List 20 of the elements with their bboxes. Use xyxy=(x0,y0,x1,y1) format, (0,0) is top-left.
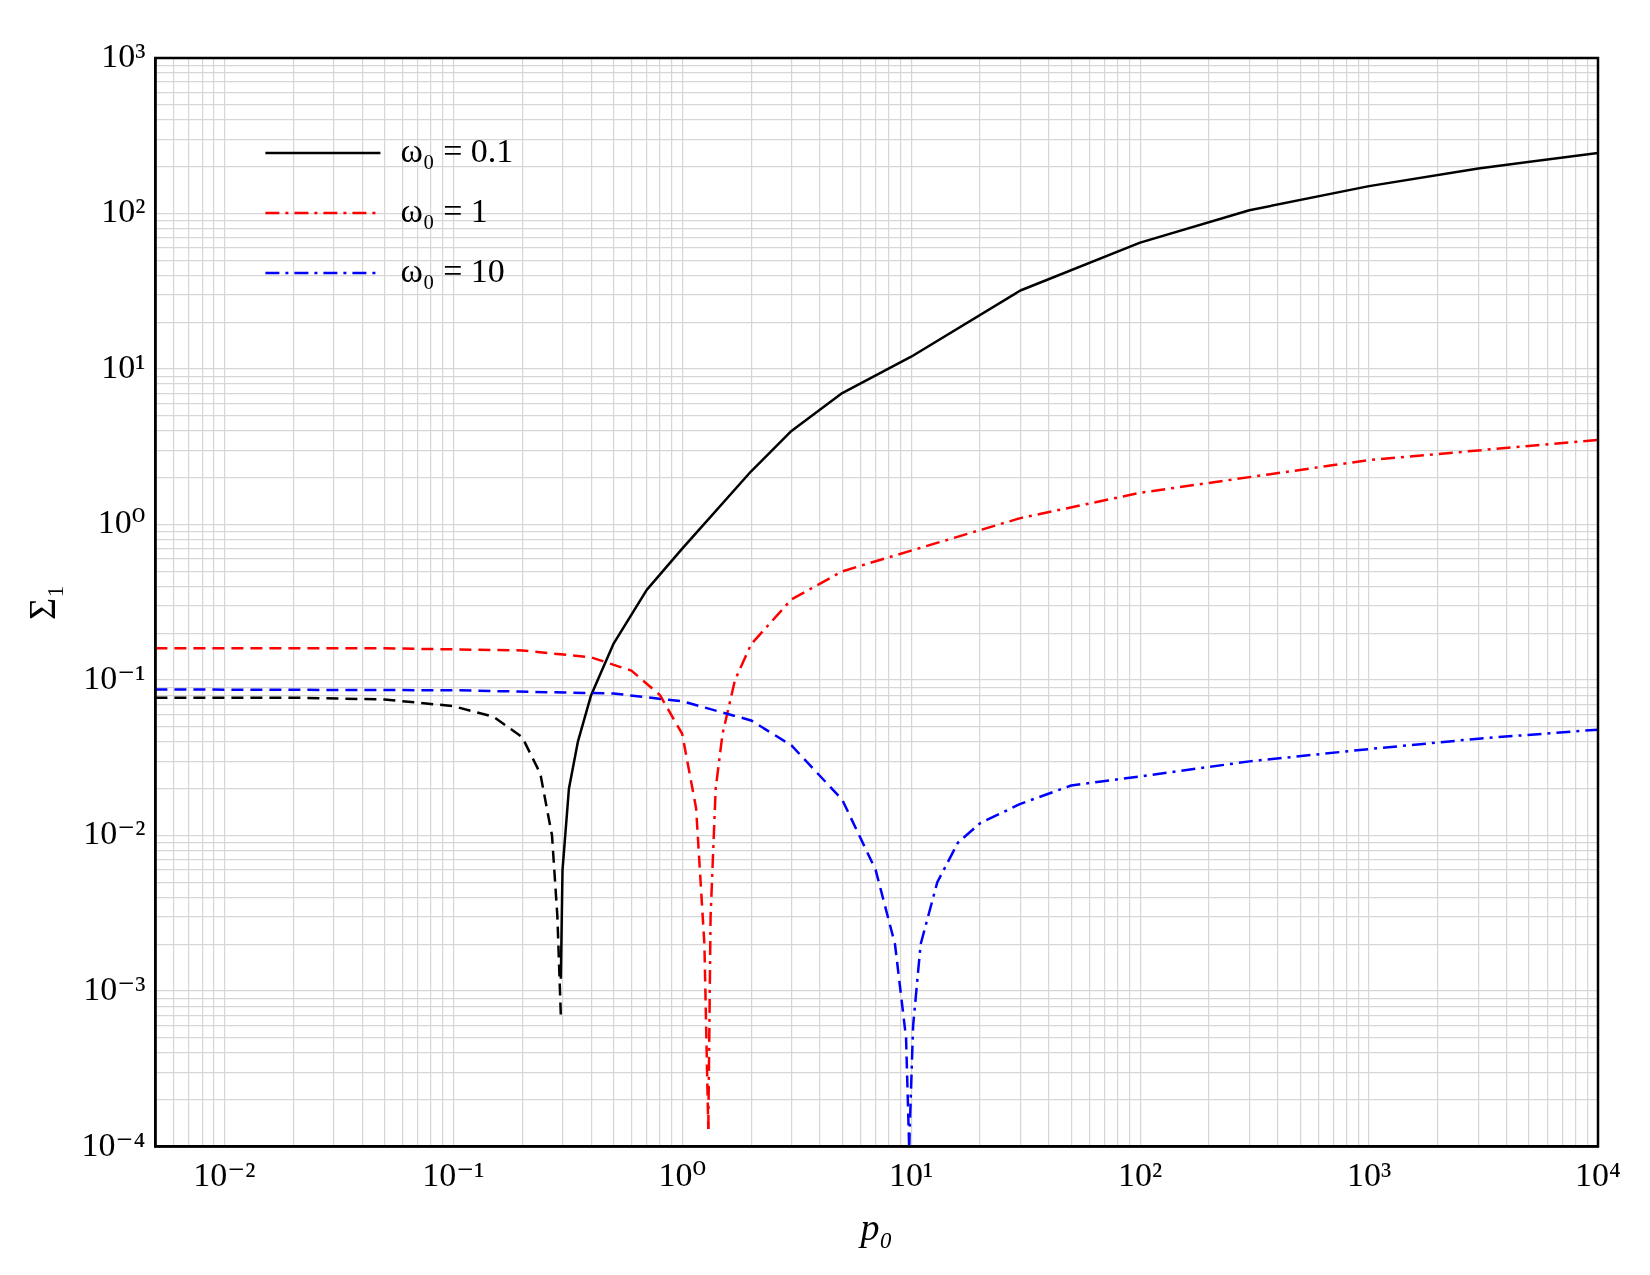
x-axis-title: p₀ xyxy=(857,1206,893,1249)
y-tick-label: 10⁻² xyxy=(83,814,146,852)
x-tick-label: 10⁻² xyxy=(193,1155,256,1193)
y-axis-title: Σ₁ xyxy=(20,584,63,620)
y-tick-label: 10⁻⁴ xyxy=(81,1125,146,1163)
y-tick-label: 10¹ xyxy=(101,347,146,385)
x-tick-label: 10¹ xyxy=(889,1155,934,1193)
legend-label: ω₀ = 10 xyxy=(400,251,505,289)
legend-label: ω₀ = 1 xyxy=(400,191,488,229)
y-tick-label: 10⁰ xyxy=(97,503,146,541)
x-tick-label: 10⁴ xyxy=(1575,1155,1621,1193)
y-tick-label: 10² xyxy=(101,192,146,230)
legend-label: ω₀ = 0.1 xyxy=(400,131,514,169)
x-tick-label: 10² xyxy=(1118,1155,1163,1193)
y-tick-label: 10⁻³ xyxy=(83,970,146,1008)
x-tick-label: 10³ xyxy=(1346,1155,1392,1193)
y-tick-label: 10⁻¹ xyxy=(83,658,146,696)
x-tick-label: 10⁻¹ xyxy=(422,1155,485,1193)
x-tick-label: 10⁰ xyxy=(658,1155,707,1193)
y-tick-label: 10³ xyxy=(101,36,146,74)
